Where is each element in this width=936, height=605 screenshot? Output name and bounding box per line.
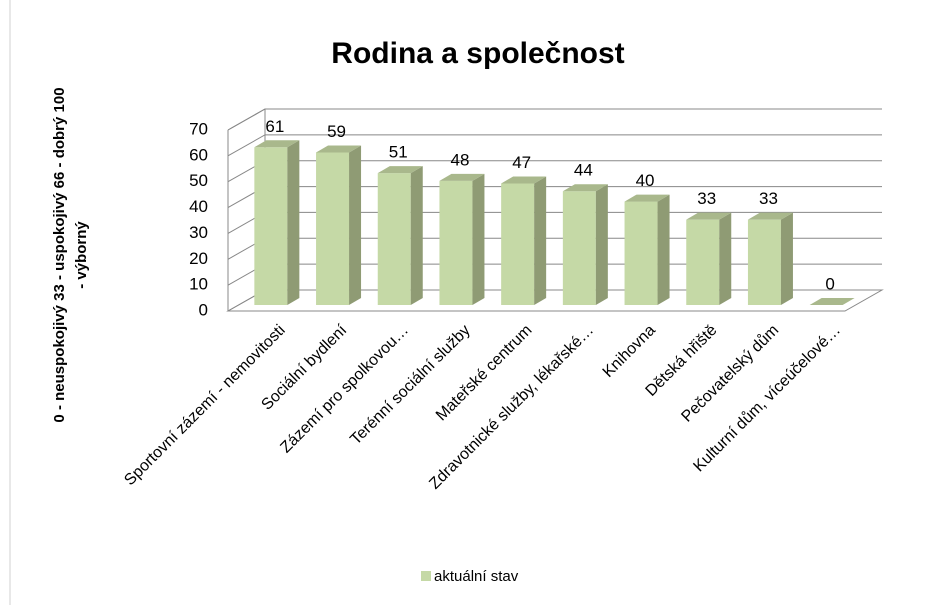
bar — [562, 184, 608, 305]
grid-line — [227, 134, 882, 157]
y-tick-label: 10 — [189, 275, 208, 294]
bar-front — [562, 191, 596, 305]
bar — [747, 212, 793, 305]
bar-top — [809, 298, 855, 305]
data-label: 33 — [697, 189, 716, 208]
data-label: 48 — [450, 150, 469, 169]
data-label: 33 — [759, 189, 778, 208]
bar-top — [316, 145, 362, 153]
bar-side — [410, 166, 423, 305]
bar-top — [686, 212, 732, 220]
bar-top — [439, 173, 485, 181]
y-tick-label: 20 — [189, 249, 208, 268]
data-label: 47 — [512, 153, 531, 172]
bar — [624, 194, 670, 305]
bar-front — [377, 173, 411, 305]
bar-front — [501, 183, 535, 305]
y-tick-label: 70 — [189, 119, 208, 138]
bar-front — [316, 152, 350, 305]
bar-side — [719, 212, 732, 305]
grid-line — [227, 108, 882, 131]
bar-top — [747, 212, 793, 220]
legend-swatch — [421, 571, 431, 581]
data-label: 61 — [265, 117, 284, 136]
bar-side — [534, 176, 547, 305]
data-label: 44 — [574, 161, 593, 180]
bar-side — [595, 184, 608, 305]
bar-front — [254, 147, 288, 305]
x-tick-label: Terénní sociální služby — [347, 322, 473, 448]
y-tick-label: 40 — [189, 197, 208, 216]
bar-front — [624, 201, 658, 305]
bar-top — [254, 140, 300, 148]
bar — [439, 173, 485, 305]
floor — [226, 289, 884, 312]
bar — [316, 145, 362, 305]
y-tick-label: 50 — [189, 171, 208, 190]
chart-title: Rodina a společnost — [331, 37, 624, 70]
bar — [686, 212, 732, 305]
bar-side — [349, 145, 362, 305]
y-tick-label: 0 — [199, 300, 208, 319]
bar-front — [747, 219, 781, 305]
bar-top — [562, 184, 608, 192]
data-label: 40 — [636, 171, 655, 190]
data-label: 51 — [389, 143, 408, 162]
bar-side — [780, 212, 793, 305]
bar — [377, 166, 423, 305]
x-tick-label: Knihovna — [600, 322, 659, 381]
x-tick-label: Zázemí pro spolkovou… — [277, 322, 412, 457]
bar-front — [686, 219, 720, 305]
y-axis-label-line: 0 - neuspokojivý 33 - uspokojivý 66 - do… — [51, 87, 68, 422]
bar — [501, 176, 547, 305]
y-tick-label: 30 — [189, 223, 208, 242]
bar-top — [377, 166, 423, 174]
y-axis-label: 0 - neuspokojivý 33 - uspokojivý 66 - do… — [51, 87, 90, 422]
bar-side — [287, 140, 300, 305]
bar-side — [657, 194, 670, 305]
bar — [254, 140, 300, 305]
y-axis-label-line: - výborný — [73, 221, 90, 289]
bar — [809, 298, 855, 305]
data-label: 0 — [825, 274, 834, 293]
bar-side — [472, 173, 485, 305]
legend-label: aktuální stav — [434, 568, 519, 585]
data-label: 59 — [327, 122, 346, 141]
bar-front — [439, 180, 473, 305]
y-tick-label: 60 — [189, 145, 208, 164]
bar-top — [501, 176, 547, 184]
bar-top — [624, 194, 670, 202]
